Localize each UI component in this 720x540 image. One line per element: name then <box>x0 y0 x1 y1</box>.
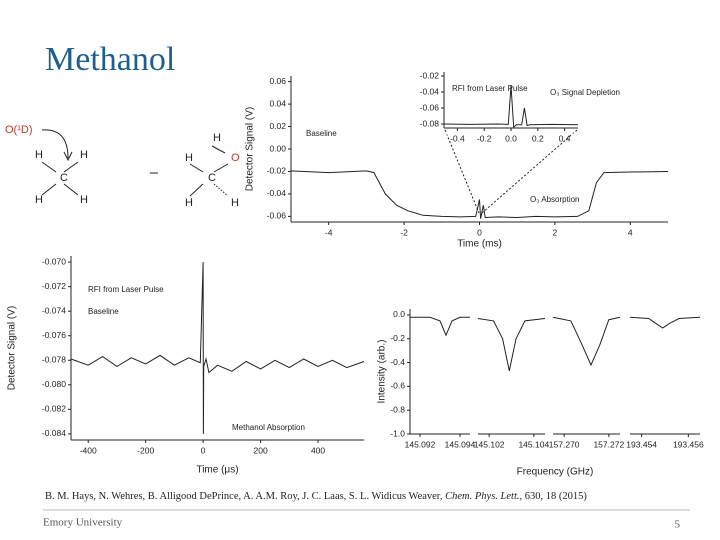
atom-label: H <box>185 197 193 209</box>
y-tick-label: -0.08 <box>420 118 440 128</box>
y-tick-label: -0.078 <box>42 355 66 365</box>
y-tick-label: 0.00 <box>269 143 286 153</box>
atom-label: H <box>35 149 43 161</box>
slide-title: Methanol <box>45 41 175 78</box>
reaction-diagram <box>41 65 631 214</box>
atom-label: H <box>213 132 221 144</box>
x-axis-label: Time (μs) <box>196 465 238 476</box>
annotation: O₃ Signal Depletion <box>550 88 620 97</box>
y-tick-label: -0.080 <box>42 379 66 389</box>
x-tick-label: -4 <box>325 227 333 237</box>
annotation: Baseline <box>88 307 119 316</box>
y-tick-label: 0.06 <box>269 76 286 86</box>
annotation: RFI from Laser Pulse <box>452 84 528 93</box>
atom-label: H <box>80 149 88 161</box>
x-tick-label: 200 <box>253 445 267 455</box>
y-tick-label: -0.06 <box>420 102 440 112</box>
y-axis-label: Detector Signal (V) <box>7 306 18 390</box>
footer: Emory University <box>43 517 123 529</box>
x-tick-label: 400 <box>311 445 325 455</box>
x-tick-label: -0.4 <box>450 133 465 143</box>
y-tick-label: -0.076 <box>42 330 66 340</box>
x-tick-label: -200 <box>137 445 154 455</box>
atom-label: C <box>208 172 216 184</box>
data-line <box>629 316 701 329</box>
y-tick-label: 0.02 <box>269 121 286 131</box>
data-line <box>70 262 365 434</box>
y-tick-label: -0.2 <box>390 333 405 343</box>
x-tick-label: 157.272 <box>593 439 624 449</box>
atom-label: H <box>231 197 239 209</box>
y-tick-label: -1.0 <box>390 428 405 438</box>
y-axis-label: Detector Signal (V) <box>245 107 256 191</box>
x-axis-label: Time (ms) <box>457 239 502 250</box>
x-tick-label: 145.104 <box>518 439 549 449</box>
y-tick-label: -0.074 <box>42 305 66 315</box>
data-line <box>477 318 546 372</box>
citation: B. M. Hays, N. Wehres, B. Alligood DePri… <box>45 491 587 502</box>
y-axis-label: Intensity (arb.) <box>377 340 388 404</box>
page-number: 5 <box>675 519 681 531</box>
x-tick-label: 0.0 <box>505 133 517 143</box>
atom-label: H <box>35 194 43 206</box>
x-tick-label: 4 <box>628 227 633 237</box>
x-tick-label: 193.456 <box>673 439 704 449</box>
citation-authors: B. M. Hays, N. Wehres, B. Alligood DePri… <box>45 491 445 502</box>
y-tick-label: 0.04 <box>269 98 286 108</box>
y-tick-label: -0.02 <box>267 166 287 176</box>
x-tick-label: 0 <box>201 445 206 455</box>
y-tick-label: -0.6 <box>390 381 405 391</box>
x-tick-label: 157.270 <box>549 439 580 449</box>
atom-label: C <box>60 172 68 184</box>
y-tick-label: -0.070 <box>42 256 66 266</box>
x-tick-label: 2 <box>553 227 558 237</box>
citation-journal: Chem. Phys. Lett. <box>445 491 519 502</box>
y-tick-label: -0.084 <box>42 428 66 438</box>
data-line <box>552 316 621 367</box>
y-tick-label: -0.082 <box>42 404 66 414</box>
annotation: RFI from Laser Pulse <box>88 285 164 294</box>
diagram-labels: O(¹D)H HCH HHH OCH H <box>5 124 240 209</box>
annotation: Baseline <box>306 129 337 138</box>
atom-label: H <box>80 194 88 206</box>
data-line <box>410 316 470 337</box>
data-line <box>290 170 669 219</box>
y-tick-label: -0.04 <box>420 86 440 96</box>
atom-label: O <box>231 152 240 164</box>
x-tick-label: 0.2 <box>532 133 544 143</box>
x-tick-label: 145.094 <box>445 439 476 449</box>
y-tick-label: -0.06 <box>267 211 287 221</box>
x-tick-label: -400 <box>80 445 97 455</box>
annotation: O₃ Absorption <box>530 195 580 204</box>
x-tick-label: 0 <box>477 227 482 237</box>
x-axis-label: Frequency (GHz) <box>517 467 594 478</box>
x-tick-label: 145.092 <box>405 439 436 449</box>
x-tick-label: -0.2 <box>477 133 492 143</box>
x-tick-label: -2 <box>400 227 408 237</box>
x-tick-label: 193.454 <box>626 439 657 449</box>
y-tick-label: -0.8 <box>390 404 405 414</box>
data-line <box>443 85 579 129</box>
y-tick-label: -0.072 <box>42 281 66 291</box>
y-tick-label: -0.4 <box>390 357 405 367</box>
y-tick-label: 0.0 <box>393 309 405 319</box>
atom-label: H <box>185 152 193 164</box>
y-tick-label: -0.02 <box>420 70 440 80</box>
x-tick-label: 0.4 <box>559 133 571 143</box>
citation-rest: , 630, 18 (2015) <box>520 491 588 502</box>
annotation: Methanol Absorption <box>232 423 305 432</box>
x-tick-label: 145.102 <box>474 439 505 449</box>
y-tick-label: -0.04 <box>267 188 287 198</box>
atom-label: O(¹D) <box>5 124 33 136</box>
